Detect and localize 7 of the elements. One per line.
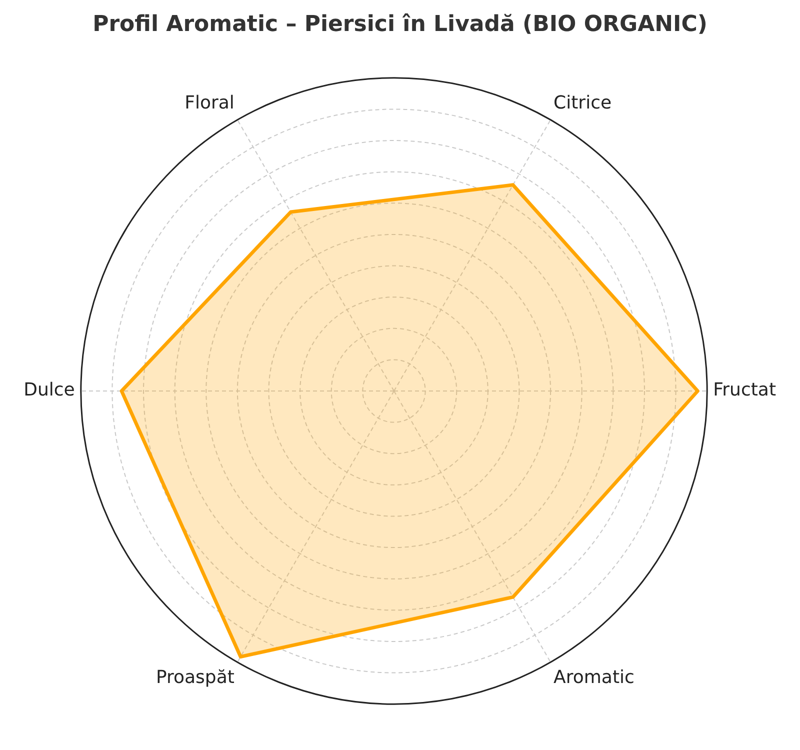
spoke-label: Proaspăt <box>156 666 234 688</box>
spoke-label: Citrice <box>554 92 612 114</box>
spoke-label: Dulce <box>24 380 75 401</box>
chart-title: Profil Aromatic – Piersici în Livadă (BIO ORGANIC) <box>92 12 708 37</box>
spoke-label: Fructat <box>713 380 776 401</box>
spoke-label: Floral <box>184 92 234 114</box>
spoke-label: Aromatic <box>554 666 634 688</box>
